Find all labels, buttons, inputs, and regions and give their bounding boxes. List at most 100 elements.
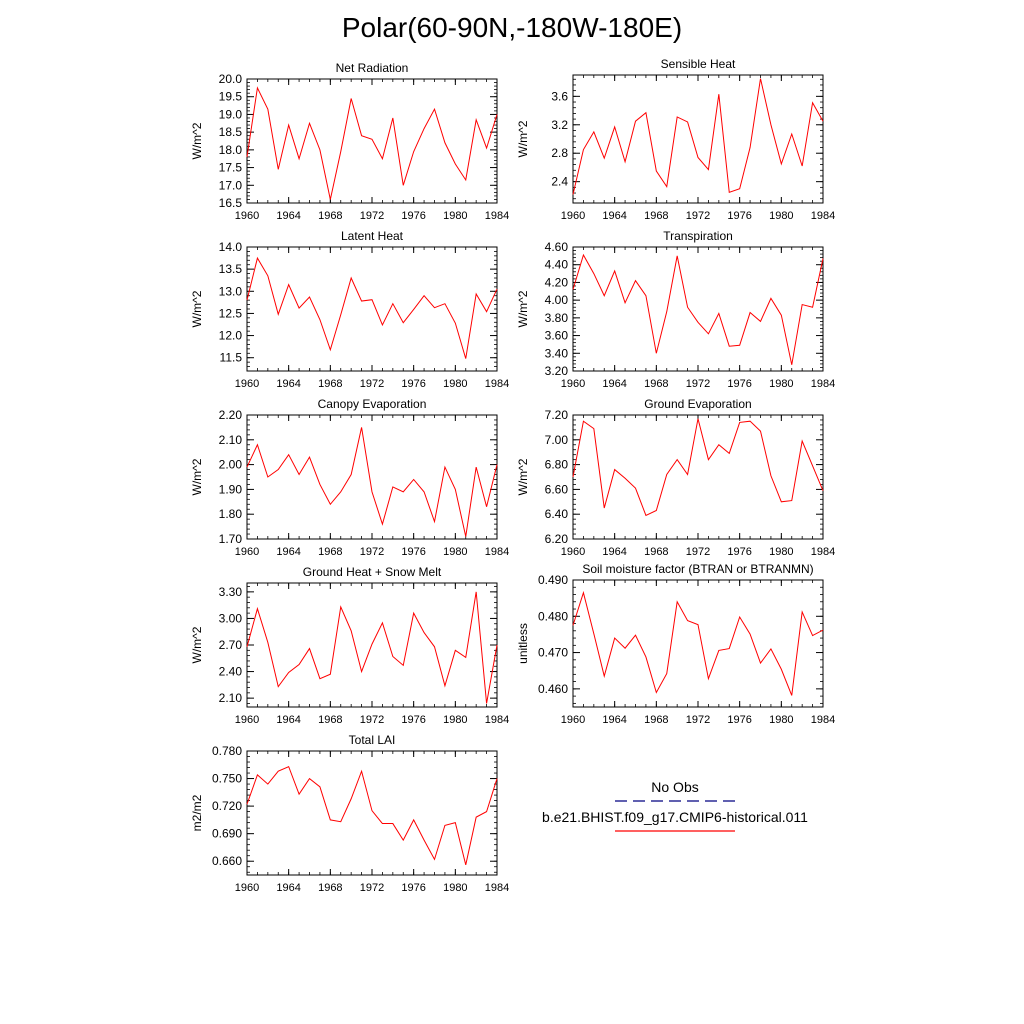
- x-tick-label: 1972: [360, 882, 384, 894]
- panel-title: Sensible Heat: [661, 57, 736, 71]
- plot-frame: [572, 579, 824, 708]
- x-tick-label: 1972: [686, 714, 710, 726]
- y-tick-label: 2.00: [219, 458, 243, 472]
- panel-title: Latent Heat: [341, 229, 404, 243]
- y-tick-label: 0.490: [538, 573, 568, 587]
- y-tick-label: 3.30: [219, 585, 243, 599]
- y-tick-label: 3.80: [545, 311, 569, 325]
- plot-frame: [246, 414, 498, 540]
- y-tick-label: 12.0: [219, 329, 243, 343]
- x-tick-label: 1976: [401, 546, 425, 558]
- x-tick-label: 1976: [401, 210, 425, 222]
- y-tick-label: 2.40: [219, 665, 243, 679]
- legend-label-obs: No Obs: [651, 779, 699, 795]
- x-tick-label: 1964: [276, 714, 300, 726]
- y-tick-label: 4.00: [545, 293, 569, 307]
- y-tick-label: 2.20: [219, 408, 243, 422]
- chart-panel-8: 1960 1964 1968 1972 1976 1980 1984 0.660 0.690 0.…: [190, 733, 509, 894]
- y-tick-label: 17.5: [219, 161, 243, 175]
- x-tick-label: 1964: [602, 714, 626, 726]
- panel-title: Canopy Evaporation: [318, 397, 427, 411]
- x-tick-label: 1980: [443, 714, 467, 726]
- panel-title: Soil moisture factor (BTRAN or BTRANMN): [582, 562, 813, 576]
- y-tick-label: 13.0: [219, 284, 243, 298]
- legend-swatch-obs: [615, 800, 735, 802]
- panel-title: Transpiration: [663, 229, 733, 243]
- y-tick-label: 0.690: [212, 827, 242, 841]
- plot-frame: [246, 750, 498, 876]
- y-tick-label: 7.00: [545, 433, 569, 447]
- y-tick-label: 2.4: [551, 175, 568, 189]
- chart-panel-4: 1960 1964 1968 1972 1976 1980 1984 1.70 1.80 1.90…: [190, 397, 509, 558]
- panel-title: Ground Heat + Snow Melt: [303, 565, 442, 579]
- y-tick-label: 3.6: [551, 89, 568, 103]
- x-tick-label: 1968: [644, 378, 668, 390]
- y-tick-label: 14.0: [219, 240, 243, 254]
- y-tick-label: 17.0: [219, 178, 243, 192]
- y-tick-label: 13.5: [219, 262, 243, 276]
- x-tick-label: 1968: [644, 714, 668, 726]
- x-tick-label: 1972: [686, 546, 710, 558]
- x-tick-label: 1960: [561, 714, 585, 726]
- x-tick-label: 1984: [485, 378, 509, 390]
- x-tick-label: 1972: [686, 210, 710, 222]
- x-tick-label: 1960: [561, 546, 585, 558]
- x-tick-label: 1968: [644, 210, 668, 222]
- chart-panel-0: 1960 1964 1968 1972 1976 1980 1984 16.5 17.0 17.5…: [190, 61, 509, 222]
- y-tick-label: 6.80: [545, 458, 569, 472]
- chart-panel-3: 1960 1964 1968 1972 1976 1980 1984 3.20 3.40 3.60…: [516, 229, 835, 390]
- y-axis-label: W/m^2: [516, 120, 530, 157]
- legend: No Obs b.e21.BHIST.f09_g17.CMIP6-histori…: [530, 778, 820, 838]
- x-tick-label: 1984: [811, 378, 835, 390]
- legend-label-model: b.e21.BHIST.f09_g17.CMIP6-historical.011: [542, 809, 808, 825]
- x-tick-label: 1960: [235, 714, 259, 726]
- y-tick-label: 2.70: [219, 638, 243, 652]
- panel-title: Net Radiation: [336, 61, 409, 75]
- chart-panel-6: 1960 1964 1968 1972 1976 1980 1984 2.10 2.40 2.70…: [190, 565, 509, 726]
- series-line-0: [246, 765, 498, 866]
- y-tick-label: 2.8: [551, 146, 568, 160]
- series-line-0: [246, 86, 498, 200]
- x-tick-label: 1984: [811, 210, 835, 222]
- x-tick-label: 1968: [644, 546, 668, 558]
- y-tick-label: 3.2: [551, 118, 568, 132]
- x-tick-label: 1976: [727, 546, 751, 558]
- x-tick-label: 1964: [276, 546, 300, 558]
- y-axis-label: W/m^2: [190, 290, 204, 327]
- y-axis-label: W/m^2: [516, 290, 530, 327]
- x-tick-label: 1980: [769, 714, 793, 726]
- y-tick-label: 0.460: [538, 682, 568, 696]
- x-tick-label: 1980: [769, 378, 793, 390]
- y-tick-label: 0.480: [538, 609, 568, 623]
- y-tick-label: 12.5: [219, 306, 243, 320]
- y-axis-label: m2/m2: [190, 794, 204, 831]
- y-tick-label: 16.5: [219, 196, 243, 210]
- y-tick-label: 19.0: [219, 107, 243, 121]
- y-tick-label: 20.0: [219, 72, 243, 86]
- x-tick-label: 1968: [318, 714, 342, 726]
- x-tick-label: 1972: [360, 714, 384, 726]
- y-axis-label: W/m^2: [190, 626, 204, 663]
- y-tick-label: 0.660: [212, 854, 242, 868]
- x-tick-label: 1976: [727, 714, 751, 726]
- chart-panel-2: 1960 1964 1968 1972 1976 1980 1984 11.5 12.0 12.5…: [190, 229, 509, 390]
- panel-title: Ground Evaporation: [644, 397, 751, 411]
- y-tick-label: 3.40: [545, 346, 569, 360]
- y-tick-label: 3.60: [545, 329, 569, 343]
- x-tick-label: 1980: [443, 378, 467, 390]
- series-line-0: [572, 590, 824, 696]
- y-tick-label: 1.90: [219, 482, 243, 496]
- y-tick-label: 4.60: [545, 240, 569, 254]
- figure-title: Polar(60-90N,-180W-180E): [341, 12, 683, 43]
- plot-frame: [572, 414, 824, 540]
- x-tick-label: 1968: [318, 210, 342, 222]
- y-tick-label: 11.5: [220, 351, 243, 365]
- x-tick-label: 1968: [318, 882, 342, 894]
- y-tick-label: 3.00: [219, 611, 243, 625]
- y-tick-label: 2.10: [219, 691, 243, 705]
- x-tick-label: 1984: [485, 546, 509, 558]
- series-line-0: [572, 418, 824, 517]
- x-tick-label: 1980: [443, 546, 467, 558]
- x-tick-label: 1976: [401, 714, 425, 726]
- y-tick-label: 6.60: [545, 482, 569, 496]
